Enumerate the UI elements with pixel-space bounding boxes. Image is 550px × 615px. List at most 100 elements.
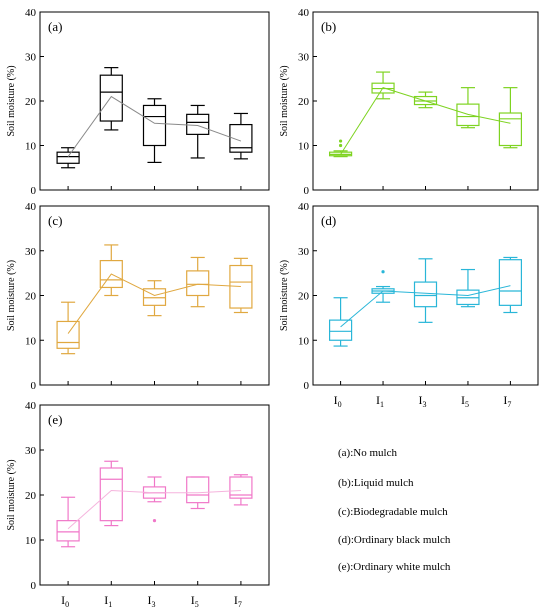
box-I0	[328, 139, 353, 158]
box-iqr	[229, 264, 253, 309]
x-tick-label: I7	[503, 393, 511, 409]
y-tick-label: 30	[25, 246, 37, 258]
y-tick-label: 10	[298, 141, 310, 153]
panel-label: (a)	[48, 19, 62, 34]
y-tick-label: 10	[25, 141, 37, 153]
x-tick-label: I5	[461, 393, 469, 409]
box-iqr	[229, 123, 253, 153]
mean-line	[340, 285, 511, 328]
box-I5	[456, 268, 480, 308]
y-axis-label: Soil moisture (%)	[6, 65, 17, 136]
box-iqr	[186, 113, 210, 135]
legend-item-d: (d):Ordinary black mulch	[338, 534, 451, 546]
panel-c: 0 10 20 30 40 Soil moisture (%) (c)	[6, 201, 270, 392]
y-tick-label: 30	[298, 246, 310, 258]
mean-line	[67, 489, 241, 530]
y-tick-label: 20	[298, 96, 310, 108]
box-I7	[229, 474, 253, 506]
y-axis-label: Soil moisture (%)	[6, 459, 17, 530]
x-tick-label: I5	[191, 593, 199, 609]
x-tick-label: I3	[419, 393, 427, 409]
y-tick-label: 30	[25, 52, 37, 64]
x-tick-label: I0	[334, 393, 342, 409]
y-tick-label: 0	[31, 580, 37, 592]
box-I3	[413, 91, 438, 109]
y-tick-label: 20	[25, 96, 37, 108]
box-I7	[229, 257, 253, 314]
panel-label: (e)	[48, 412, 62, 427]
y-tick-label: 40	[25, 201, 37, 213]
box-I7	[229, 112, 253, 160]
y-axis-label: Soil moisture (%)	[279, 65, 290, 136]
y-tick-label: 40	[25, 400, 37, 412]
panel-label: (d)	[321, 213, 336, 228]
y-axis-label: Soil moisture (%)	[279, 260, 290, 331]
panel-b: 0 10 20 30 40 Soil moisture (%) (b)	[279, 7, 539, 197]
panel-label: (b)	[321, 19, 336, 34]
x-tick-label: I1	[376, 393, 384, 409]
box-iqr	[186, 270, 210, 297]
box-iqr	[56, 320, 80, 349]
x-tick-label: I1	[104, 593, 112, 609]
box-iqr	[142, 288, 167, 306]
x-tick-label: I0	[61, 593, 69, 609]
y-tick-label: 40	[298, 201, 310, 213]
box-I0	[56, 301, 80, 355]
box-I5	[186, 476, 210, 510]
mean-line	[67, 273, 241, 334]
box-I1	[99, 244, 123, 297]
box-I0	[328, 297, 353, 347]
box-I5	[186, 104, 210, 159]
outlier-point	[381, 270, 385, 274]
box-iqr	[328, 319, 353, 341]
box-iqr	[99, 467, 123, 522]
y-tick-label: 10	[25, 335, 37, 347]
box-iqr	[456, 103, 480, 127]
mean-line	[67, 95, 242, 157]
y-tick-label: 30	[25, 445, 37, 457]
y-tick-label: 40	[25, 7, 37, 19]
box-iqr	[56, 151, 80, 164]
legend-item-b: (b):Liquid mulch	[338, 477, 414, 489]
legend-item-a: (a):No mulch	[338, 447, 397, 459]
y-tick-label: 20	[298, 291, 310, 303]
y-tick-label: 0	[304, 380, 310, 392]
y-axis-label: Soil moisture (%)	[6, 260, 17, 331]
box-iqr	[99, 259, 123, 289]
panel-d: 0 10 20 30 40 Soil moisture (%) (d) I0 I1 I3 I5 I7	[279, 201, 539, 409]
y-tick-label: 10	[25, 535, 37, 547]
x-tick-label: I7	[234, 593, 242, 609]
outlier-point	[338, 143, 343, 148]
box-I5	[186, 256, 210, 308]
panel-label: (c)	[48, 213, 62, 228]
box-iqr	[229, 476, 253, 499]
y-tick-label: 0	[31, 380, 37, 392]
legend-item-c: (c):Biodegradable mulch	[338, 506, 448, 518]
box-I5	[456, 87, 480, 129]
box-I0	[56, 147, 80, 169]
y-tick-label: 10	[298, 335, 310, 347]
box-I3	[142, 98, 167, 164]
panel-e: 0 10 20 30 40 Soil moisture (%) (e) I0 I1 I3 I5 I7	[6, 400, 270, 609]
x-tick-label: I3	[148, 593, 156, 609]
box-I3	[142, 476, 167, 523]
legend-item-e: (e):Ordinary white mulch	[338, 561, 451, 573]
box-I1	[99, 67, 123, 131]
box-iqr	[498, 259, 523, 306]
mean-line	[340, 87, 511, 155]
y-tick-label: 30	[298, 52, 310, 64]
panel-a: 0 10 20 30 40 Soil moisture (%) (a)	[6, 7, 270, 197]
box-I3	[142, 280, 167, 317]
outlier-point	[338, 139, 343, 143]
outlier-point	[152, 519, 157, 523]
box-I3	[413, 258, 438, 323]
y-tick-label: 20	[25, 490, 37, 502]
y-tick-label: 40	[298, 7, 310, 19]
box-I7	[498, 256, 523, 314]
box-iqr	[142, 104, 167, 147]
box-iqr	[186, 476, 210, 504]
box-iqr	[99, 74, 123, 122]
box-iqr	[56, 520, 80, 542]
y-tick-label: 0	[304, 185, 310, 197]
